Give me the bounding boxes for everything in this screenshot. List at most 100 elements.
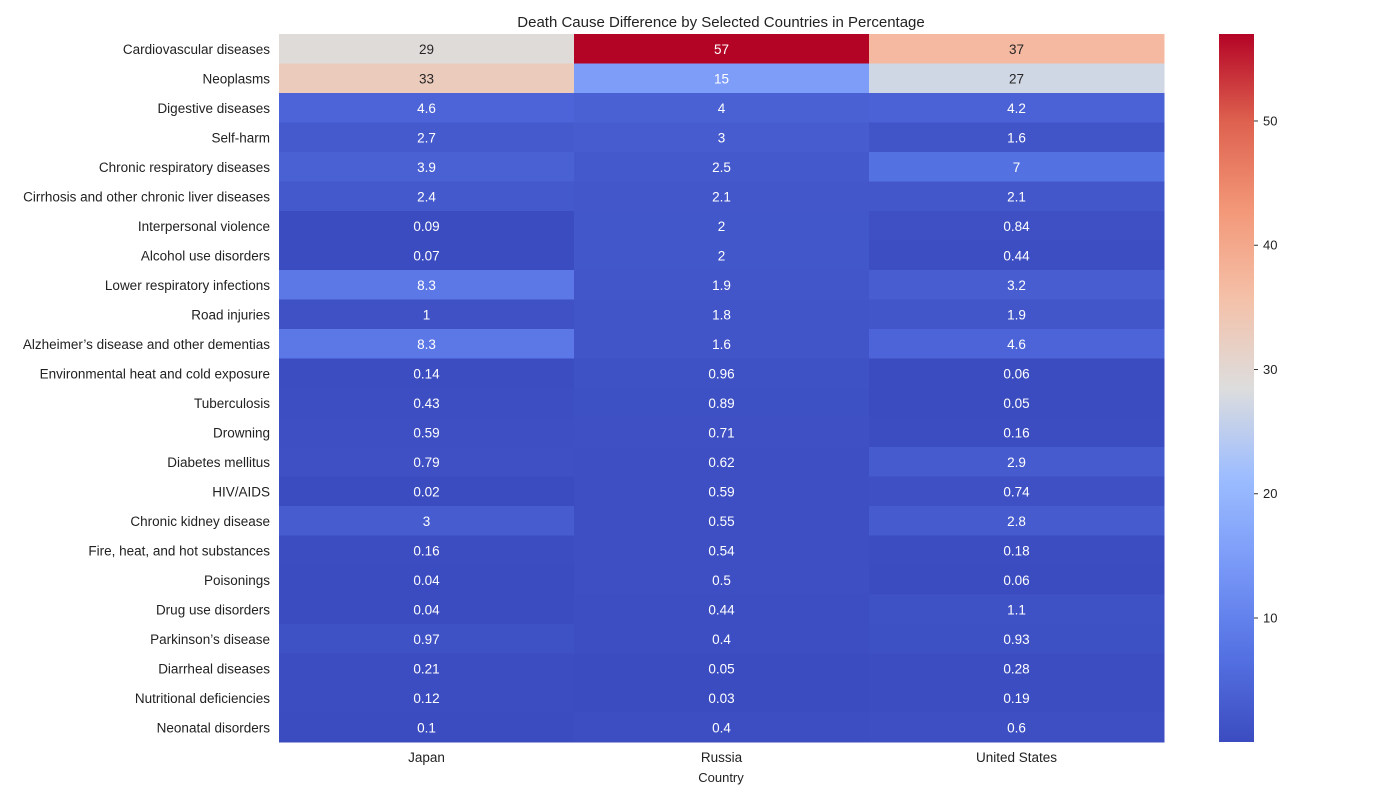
row-label: Environmental heat and cold exposure [40,366,270,381]
heatmap-cell [279,476,575,507]
cell-value-label: 0.43 [413,396,439,411]
heatmap-cell [869,388,1165,418]
heatmap-cell [869,417,1165,448]
cell-value-label: 0.6 [1007,720,1026,735]
cell-value-label: 1.6 [1007,130,1026,145]
row-label: Neoplasms [202,71,270,86]
column-label: United States [976,750,1057,765]
cell-value-label: 0.06 [1003,573,1029,588]
heatmap-cell [869,447,1165,477]
row-label: Poisonings [204,573,270,588]
cell-value-label: 0.74 [1003,484,1030,499]
colorbar: 10 20 30 40 50 [1219,34,1277,742]
cell-value-label: 1.8 [712,307,731,322]
heatmap-cell [869,594,1165,625]
heatmap-cell [574,417,870,448]
heatmap-cell [869,211,1165,241]
row-label: Drug use disorders [156,602,270,617]
cell-value-label: 15 [714,71,729,86]
cell-value-label: 29 [419,42,434,57]
heatmap-cell [279,624,575,654]
cell-value-label: 0.02 [413,484,439,499]
row-label: Fire, heat, and hot substances [88,543,270,558]
cell-value-label: 3.9 [417,160,436,175]
cell-value-label: 4.6 [1007,337,1026,352]
heatmap-cell [869,535,1165,566]
heatmap-cell [574,34,870,64]
cell-value-label: 0.16 [413,543,439,558]
cell-value-label: 0.05 [708,661,734,676]
colorbar-gradient [1219,34,1254,742]
cell-value-label: 0.16 [1003,425,1029,440]
heatmap-cell [279,535,575,566]
chart-title: Death Cause Difference by Selected Count… [517,14,924,31]
cell-value-label: 0.4 [712,720,731,735]
cell-value-label: 0.12 [413,691,439,706]
cell-value-label: 0.4 [712,632,731,647]
heatmap-cell [279,63,575,94]
heatmap-cell [869,683,1165,713]
heatmap-cell [279,447,575,477]
row-labels: Cardiovascular diseases Neoplasms Digestiv… [23,42,270,736]
heatmap-cell [869,565,1165,595]
heatmap-cell [869,712,1165,743]
heatmap-cell [279,211,575,241]
column-label: Japan [408,750,445,765]
row-label: Lower respiratory infections [105,278,270,293]
heatmap-cell [574,506,870,536]
colorbar-tick-label: 50 [1263,113,1277,128]
heatmap-cell [574,181,870,212]
cell-value-label: 4 [718,101,726,116]
cell-value-label: 33 [419,71,434,86]
heatmap-cell [574,329,870,359]
heatmap-cell [869,93,1165,123]
cell-value-label: 37 [1009,42,1024,57]
column-label: Russia [701,750,743,765]
cell-value-label: 57 [714,42,729,57]
colorbar-tick-label: 10 [1263,610,1277,625]
heatmap-cell [279,683,575,713]
heatmap-cell [869,358,1165,389]
row-label: Chronic kidney disease [130,514,270,529]
cell-value-label: 0.03 [708,691,734,706]
cell-value-label: 2.1 [1007,189,1026,204]
cell-value-label: 3.2 [1007,278,1026,293]
heatmap-cell [869,63,1165,94]
cell-value-label: 4.6 [417,101,436,116]
cell-value-label: 0.19 [1003,691,1029,706]
cell-value-label: 0.06 [1003,366,1029,381]
row-label: HIV/AIDS [212,484,270,499]
heatmap-cell [574,476,870,507]
cell-value-label: 2.9 [1007,455,1026,470]
heatmap-cell [279,270,575,300]
cell-value-label: 0.55 [708,514,734,529]
cell-value-label: 2.4 [417,189,436,204]
heatmap-cell [869,34,1165,64]
row-label: Digestive diseases [157,101,270,116]
heatmap-cell [574,93,870,123]
cell-value-label: 0.62 [708,455,734,470]
heatmap-cells: 29 57 37 33 15 27 4.6 4 4.2 2.7 3 1.6 3.9 2.5 7 2.4 2.1 2… [279,34,1165,743]
row-label: Neonatal disorders [157,720,271,735]
heatmap-cell [574,565,870,595]
row-label: Cirrhosis and other chronic liver diseas… [23,189,270,204]
cell-value-label: 0.5 [712,573,731,588]
heatmap-cell [574,122,870,153]
cell-value-label: 0.84 [1003,219,1030,234]
row-label: Chronic respiratory diseases [99,160,270,175]
row-label: Nutritional deficiencies [135,691,270,706]
colorbar-tick-label: 40 [1263,238,1277,253]
cell-value-label: 0.18 [1003,543,1029,558]
heatmap-cell [279,34,575,64]
heatmap-cell [574,270,870,300]
row-label: Diarrheal diseases [158,661,270,676]
cell-value-label: 0.54 [708,543,735,558]
heatmap-cell [279,712,575,743]
cell-value-label: 2.7 [417,130,436,145]
heatmap-cell [279,653,575,684]
heatmap-cell [869,624,1165,654]
cell-value-label: 0.07 [413,248,439,263]
colorbar-tick-label: 20 [1263,486,1277,501]
heatmap-cell [574,63,870,94]
heatmap-cell [279,565,575,595]
